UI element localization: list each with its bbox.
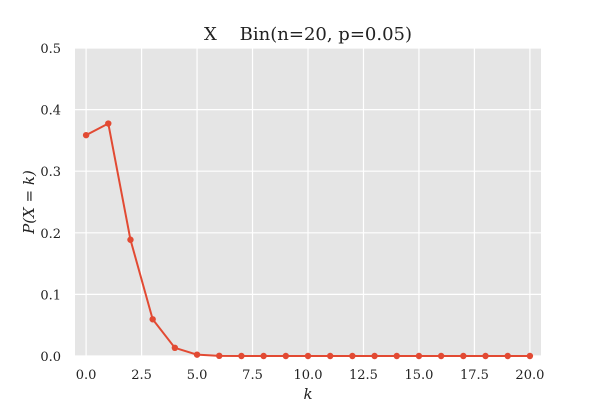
data-point (105, 120, 112, 127)
data-point (149, 316, 156, 323)
data-point (526, 352, 534, 360)
y-tick-label: 0.5 (40, 42, 61, 57)
data-point (437, 352, 445, 360)
y-axis-ticks: 0.0 0.1 0.2 0.3 0.4 0.5 (40, 42, 61, 365)
x-axis-title: k (303, 385, 312, 400)
y-tick-label: 0.0 (40, 350, 61, 365)
data-point (82, 131, 90, 139)
x-axis-ticks: 0.0 2.5 5.0 7.5 10.0 12.5 15.0 17.5 20.0 (76, 368, 545, 383)
x-tick-label: 2.5 (131, 368, 152, 383)
y-tick-label: 0.4 (40, 104, 61, 119)
data-point (216, 352, 223, 360)
x-tick-label: 12.5 (349, 368, 378, 383)
y-axis-title: P(X = k) (20, 170, 38, 235)
data-point (393, 352, 400, 360)
data-point (238, 352, 245, 360)
data-point (260, 352, 267, 360)
data-point (349, 352, 356, 360)
data-point (193, 351, 201, 358)
series-layer (82, 120, 534, 360)
data-point (482, 352, 489, 360)
data-point (504, 352, 511, 360)
data-point (304, 352, 312, 360)
x-tick-label: 17.5 (460, 368, 489, 383)
x-tick-label: 0.0 (76, 368, 97, 383)
data-point (460, 352, 467, 360)
data-point (326, 352, 334, 360)
data-point (171, 344, 179, 352)
y-tick-label: 0.1 (40, 288, 61, 303)
data-point (127, 236, 134, 243)
data-point (282, 352, 290, 360)
x-tick-label: 20.0 (515, 368, 544, 383)
data-point (415, 352, 423, 360)
data-point (371, 352, 378, 360)
x-tick-label: 5.0 (187, 368, 208, 383)
y-tick-label: 0.3 (40, 165, 61, 180)
y-tick-label: 0.2 (40, 227, 61, 242)
x-tick-label: 10.0 (294, 368, 323, 383)
x-tick-label: 7.5 (242, 368, 263, 383)
x-tick-label: 15.0 (404, 368, 433, 383)
chart-title: X Bin(n=20, p=0.05) (204, 24, 412, 45)
